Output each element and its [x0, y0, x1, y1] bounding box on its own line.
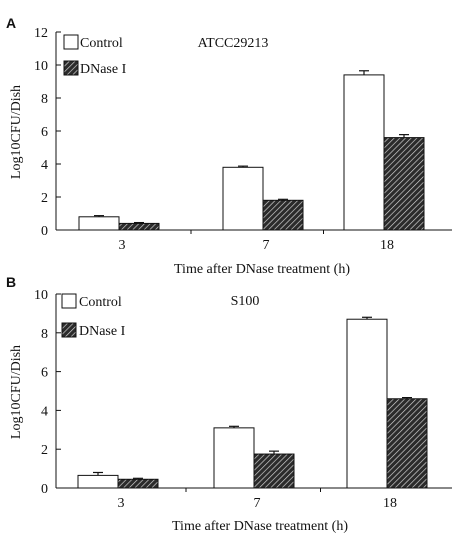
bar-dnase [383, 137, 425, 231]
x-tick-label: 7 [254, 496, 261, 511]
bar-dnase [386, 398, 428, 489]
y-tick-label: 12 [34, 26, 48, 41]
legend-swatch-dnase [63, 60, 79, 76]
strain-annotation: S100 [231, 294, 260, 309]
plot-area: 0 2 4 6 8 10 3 7 18 [34, 288, 452, 511]
x-tick-label: 3 [118, 496, 125, 511]
y-tick-label: 6 [41, 125, 48, 140]
panel-label: A [6, 15, 16, 31]
x-tick-label: 3 [119, 238, 126, 253]
x-tick-label: 7 [263, 238, 270, 253]
bar-control [213, 427, 255, 489]
panel-a: A ATCC29213 Time after DNase treatment (… [6, 15, 452, 277]
panel-label: B [6, 274, 16, 290]
legend-label-control: Control [80, 36, 123, 51]
x-tick-label: 18 [380, 238, 394, 253]
y-tick-label: 10 [34, 288, 48, 303]
y-tick-label: 2 [41, 191, 48, 206]
y-tick-label: 8 [41, 327, 48, 342]
bar-control [343, 74, 385, 231]
legend-swatch-dnase [61, 322, 77, 338]
y-tick-label: 4 [41, 404, 48, 419]
legend-swatch-control [61, 293, 77, 309]
y-tick-label: 10 [34, 59, 48, 74]
legend-label-dnase: DNase I [80, 62, 127, 77]
legend-label-dnase: DNase I [79, 324, 126, 339]
y-axis-label: Log10CFU/Dish [9, 85, 24, 179]
bar-dnase [262, 199, 304, 231]
legend-label-control: Control [79, 295, 122, 310]
legend: Control DNase I [63, 34, 127, 77]
y-tick-label: 2 [41, 443, 48, 458]
x-tick-label: 18 [383, 496, 397, 511]
plot-area: 0 2 4 6 8 10 12 3 7 18 [34, 26, 452, 253]
y-tick-label: 6 [41, 366, 48, 381]
bar-control [222, 166, 264, 231]
bar-dnase [253, 453, 295, 489]
strain-annotation: ATCC29213 [198, 36, 269, 51]
panel-b: B S100 Time after DNase treatment (h) Lo… [6, 274, 452, 534]
bar-control [78, 216, 120, 231]
y-axis-label: Log10CFU/Dish [9, 345, 24, 439]
legend: Control DNase I [61, 293, 126, 339]
legend-swatch-control [63, 34, 79, 50]
bar-control [346, 318, 388, 489]
x-axis-label: Time after DNase treatment (h) [174, 262, 350, 277]
bar-dnase [118, 222, 160, 231]
y-tick-label: 8 [41, 92, 48, 107]
y-tick-label: 0 [41, 224, 48, 239]
y-tick-label: 4 [41, 158, 48, 173]
bar-dnase [117, 478, 159, 489]
x-axis-label: Time after DNase treatment (h) [172, 519, 348, 534]
y-tick-label: 0 [41, 482, 48, 497]
bar-control [77, 474, 119, 489]
